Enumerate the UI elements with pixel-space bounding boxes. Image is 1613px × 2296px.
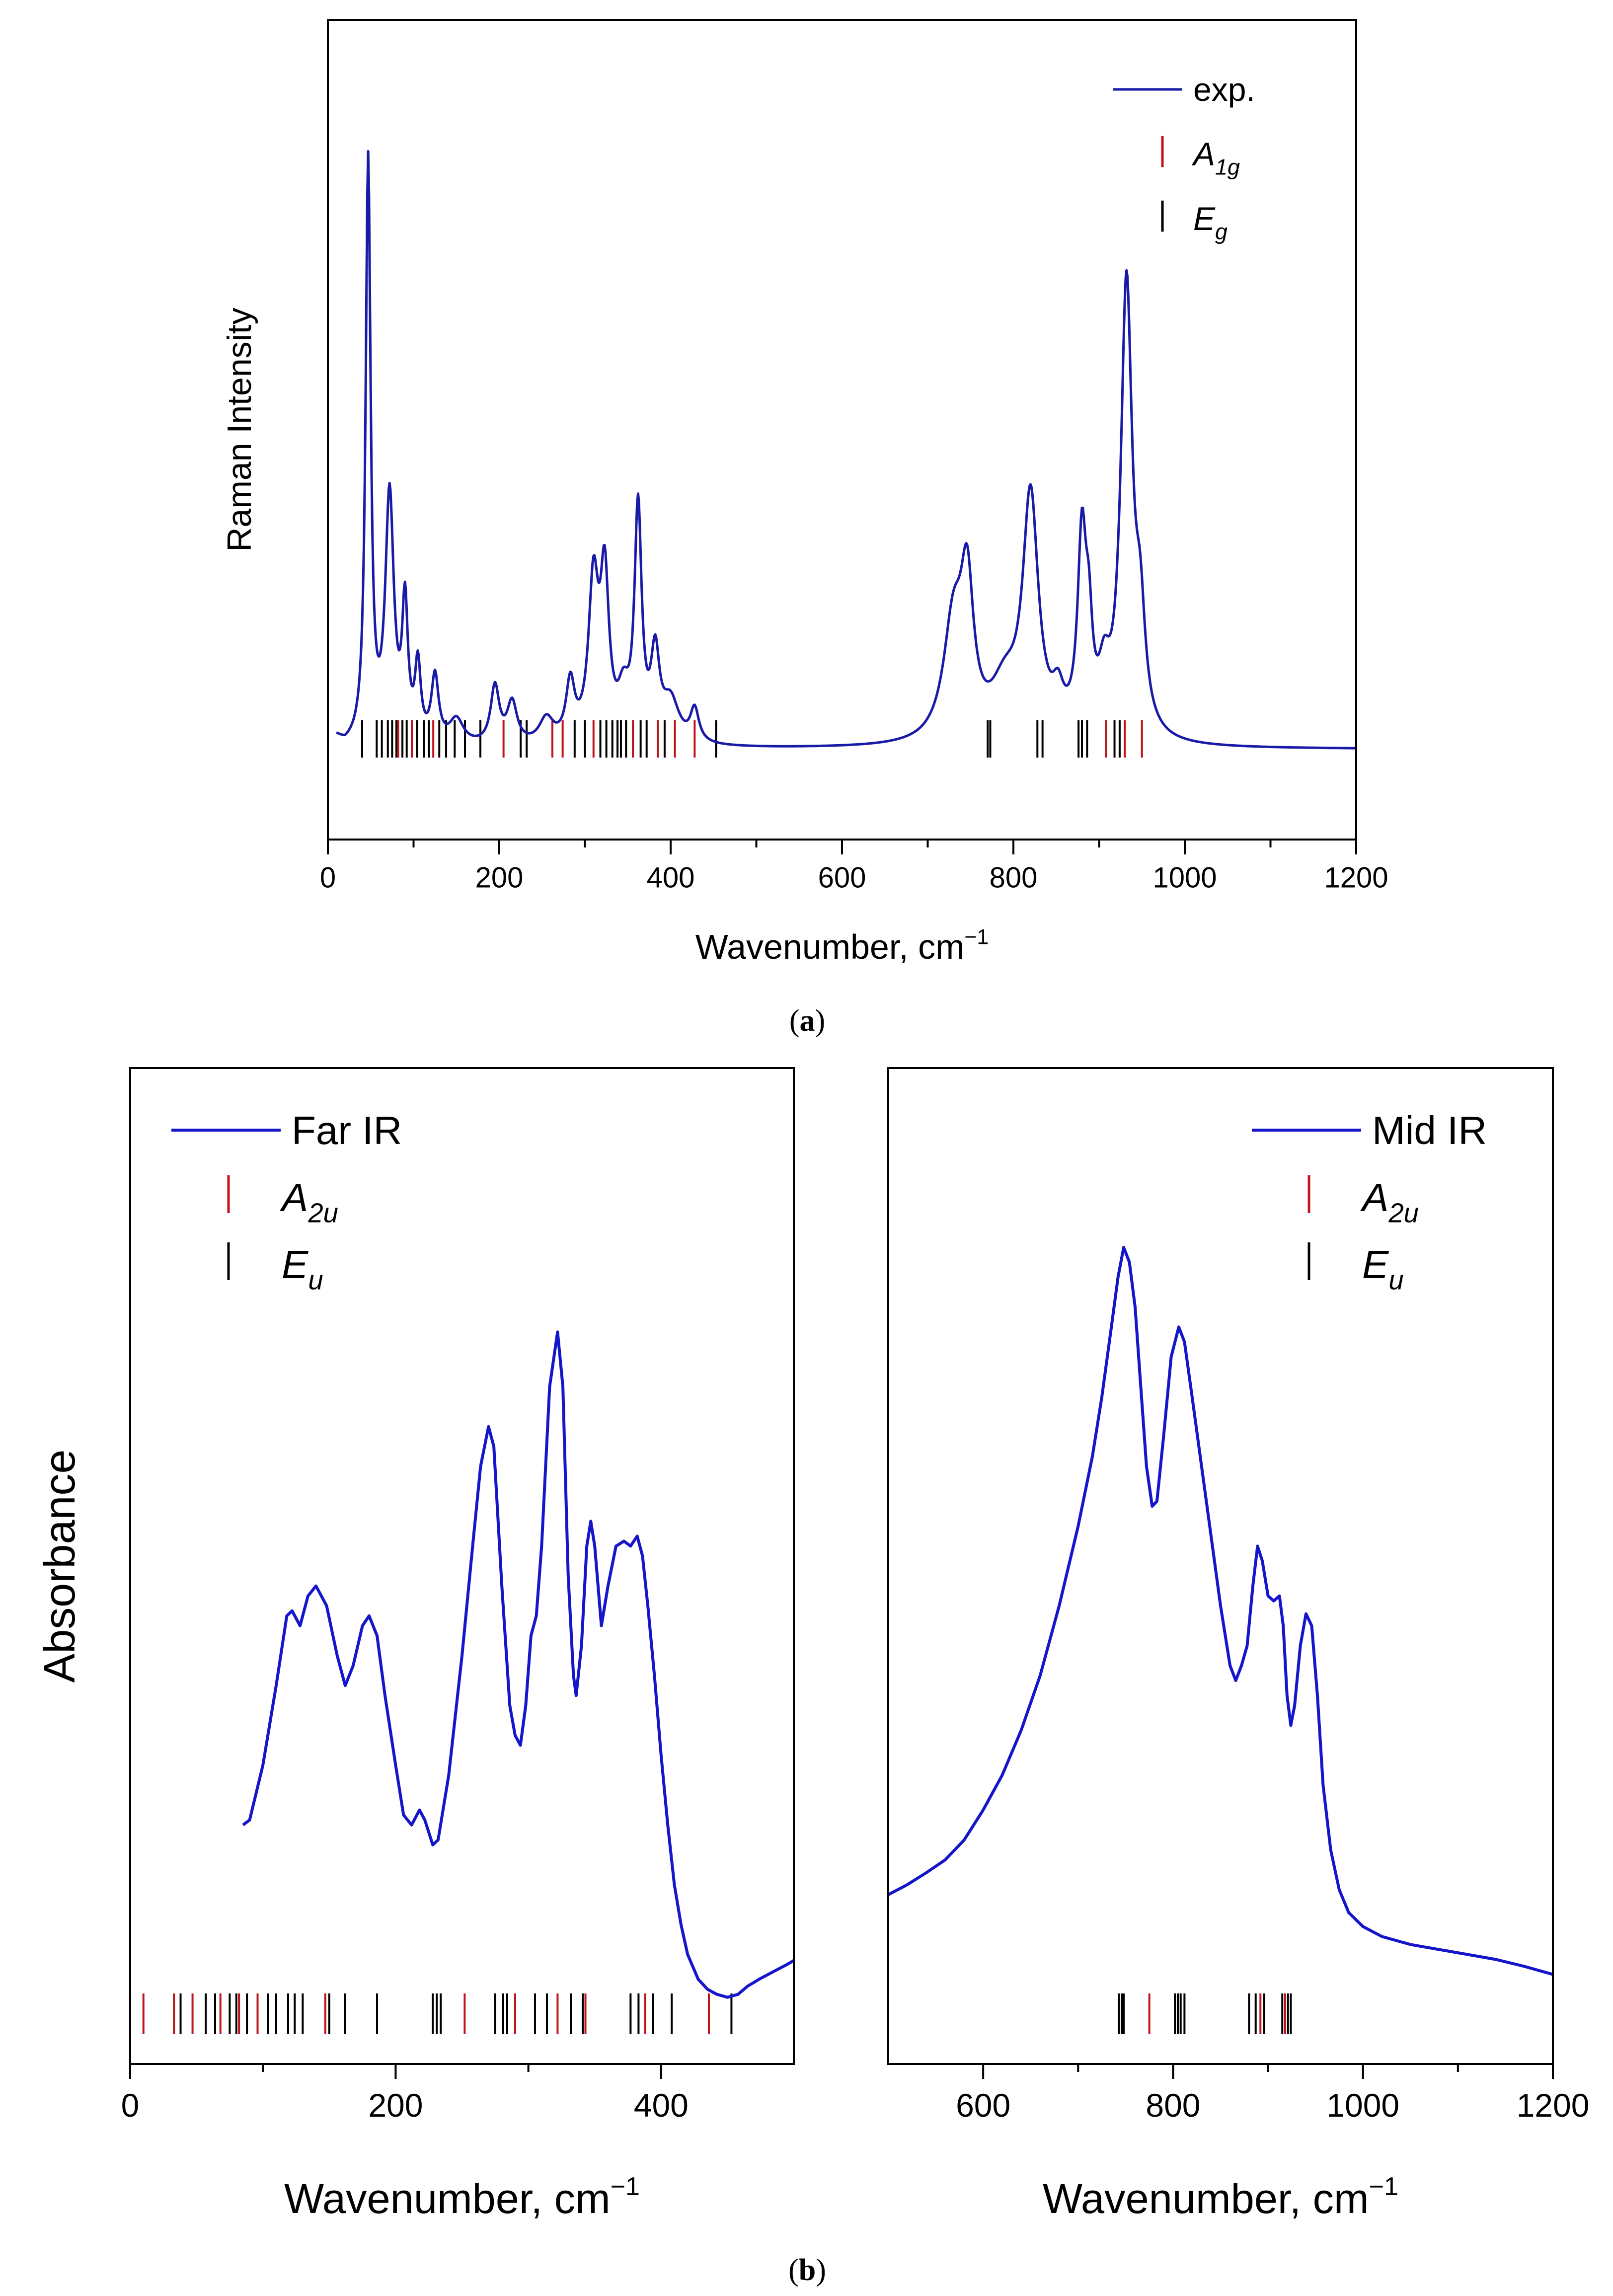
x-tick-label: 400	[634, 2087, 689, 2124]
legend: Mid IR A2u Eu	[1252, 1108, 1487, 1295]
legend-label: Eg	[1193, 200, 1228, 244]
x-tick-label: 800	[990, 862, 1038, 894]
legend-label: A2u	[1360, 1175, 1419, 1228]
x-axis-label: Wavenumber, cm−1	[1043, 2172, 1398, 2222]
subfigure-caption: (b)	[788, 2253, 826, 2287]
x-axis-label-sup: −1	[611, 2172, 640, 2201]
x-axis: 600 800 1000 1200	[956, 2064, 1589, 2124]
chart-mid-ir: 600 800 1000 1200 Wavenumber, cm−1 Mid IR A2u E…	[788, 1067, 1589, 2287]
legend-label: A2u	[280, 1175, 338, 1228]
x-tick-label: 1200	[1517, 2087, 1590, 2124]
x-axis-label-sup: −1	[1369, 2172, 1398, 2201]
chart-raman: 0 200 400 600 800 1000 1200 Wavenumber, cm−1 Ram…	[221, 19, 1388, 1038]
legend-label: exp.	[1193, 71, 1255, 108]
legend-label-sub: 1g	[1215, 154, 1240, 180]
mode-ticks	[1118, 1993, 1292, 2034]
legend-label-sub: g	[1215, 219, 1228, 244]
y-axis-label: Absorbance	[35, 1450, 84, 1683]
x-tick-label: 1200	[1324, 862, 1388, 894]
legend-label-sub: u	[1388, 1265, 1403, 1295]
legend-label: Far IR	[292, 1108, 402, 1152]
legend-label: Eu	[282, 1242, 323, 1295]
x-tick-label: 800	[1146, 2087, 1200, 2124]
legend-label: A1g	[1191, 136, 1240, 179]
y-axis-label: Raman Intensity	[221, 307, 258, 551]
x-tick-label: 200	[368, 2087, 423, 2124]
x-tick-label: 200	[475, 862, 524, 894]
x-tick-label: 600	[818, 862, 866, 894]
x-tick-label: 1000	[1152, 862, 1217, 894]
subfigure-caption-letter: a	[800, 1004, 815, 1038]
series-line	[242, 1330, 794, 1999]
legend-label: Mid IR	[1372, 1108, 1487, 1152]
subfigure-caption: (a)	[789, 1004, 825, 1038]
x-tick-label: 0	[121, 2087, 140, 2124]
plot-frame	[129, 1067, 795, 2065]
mode-ticks	[142, 1993, 733, 2034]
x-tick-label: 600	[956, 2087, 1010, 2124]
legend-label-sub: u	[308, 1265, 323, 1295]
x-tick-label: 0	[320, 862, 336, 894]
series-line	[336, 150, 1356, 750]
subfigure-caption-letter: b	[799, 2253, 816, 2287]
series-line	[888, 1245, 1553, 1976]
x-tick-label: 400	[647, 862, 695, 894]
mode-ticks	[361, 720, 1143, 758]
x-axis: 0 200 400 600 800 1000 1200	[320, 840, 1388, 894]
legend-label: Eu	[1362, 1242, 1404, 1295]
x-axis-label: Wavenumber, cm−1	[695, 925, 989, 966]
legend-label-sub: 2u	[1388, 1198, 1419, 1228]
x-axis-label: Wavenumber, cm−1	[284, 2172, 640, 2222]
chart-far-ir: 0 200 400 Wavenumber, cm−1 Absorbance Far IR A…	[35, 1067, 795, 2222]
x-axis-label-sup: −1	[964, 925, 989, 949]
legend: Far IR A2u Eu	[171, 1108, 402, 1295]
x-axis: 0 200 400	[121, 2064, 689, 2124]
x-tick-label: 1000	[1326, 2087, 1399, 2124]
legend-label-sub: 2u	[307, 1198, 338, 1228]
legend: exp. A1g Eg	[1113, 71, 1255, 244]
plot-frame	[887, 1067, 1554, 2065]
